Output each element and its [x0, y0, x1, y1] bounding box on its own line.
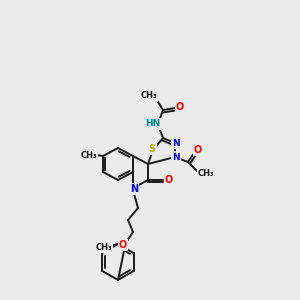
Text: O: O — [176, 102, 184, 112]
Text: O: O — [165, 175, 173, 185]
Text: CH₃: CH₃ — [96, 242, 112, 251]
Text: N: N — [172, 139, 180, 148]
Text: CH₃: CH₃ — [81, 151, 97, 160]
Text: O: O — [119, 240, 127, 250]
Text: CH₃: CH₃ — [198, 169, 214, 178]
Text: N: N — [130, 184, 138, 194]
Text: S: S — [148, 144, 156, 154]
Text: O: O — [194, 145, 202, 155]
Text: CH₃: CH₃ — [141, 92, 157, 100]
Text: HN: HN — [146, 119, 160, 128]
Text: N: N — [172, 152, 180, 161]
